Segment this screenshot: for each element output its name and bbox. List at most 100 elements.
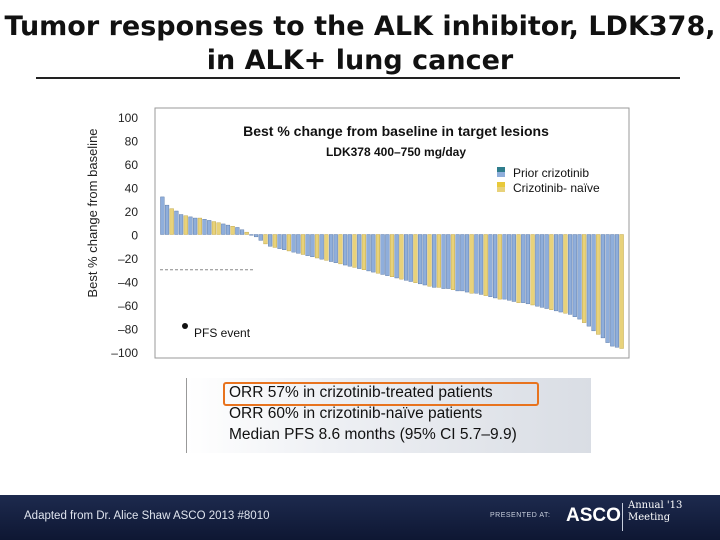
bar (160, 196, 165, 235)
bar (502, 234, 507, 300)
bar (408, 234, 413, 282)
bar (469, 234, 474, 294)
bar (436, 234, 441, 288)
bar (300, 234, 306, 255)
bar (235, 227, 240, 235)
bar (179, 214, 184, 235)
y-tick-label: 20 (125, 205, 139, 219)
bar (193, 217, 198, 235)
slide-title-line1: Tumor responses to the ALK inhibitor, LD… (4, 11, 716, 42)
bar (544, 234, 549, 309)
bar (493, 234, 498, 299)
bar (619, 234, 624, 349)
slide-title-line2: in ALK+ lung cancer (206, 45, 514, 76)
annual-meeting-line2: Meeting (628, 512, 671, 523)
bar (478, 234, 484, 295)
bar (333, 234, 338, 263)
bar (239, 229, 245, 235)
y-tick-label: 80 (125, 135, 139, 149)
bar (343, 234, 348, 266)
chart-subtitle: LDK378 400–750 mg/day (326, 145, 466, 159)
pfs-event-marker (182, 323, 188, 329)
summary-line-median-pfs: Median PFS 8.6 months (95% CI 5.7–9.9) (229, 426, 517, 443)
chart-legend: Prior crizotinib Crizotinib- naïve (497, 166, 600, 195)
legend-label-prior: Prior crizotinib (513, 166, 589, 180)
bar (324, 234, 329, 261)
bar (211, 221, 216, 235)
bar (450, 234, 455, 290)
bar (394, 234, 399, 279)
bar (507, 234, 512, 301)
legend-swatch-prior-bottom (497, 172, 505, 177)
bar (572, 234, 577, 317)
bar (338, 234, 343, 265)
bar (361, 234, 366, 270)
slide-title: Tumor responses to the ALK inhibitor, LD… (0, 10, 720, 78)
y-tick-label: 0 (131, 229, 138, 243)
bar (582, 234, 587, 323)
bar (600, 234, 605, 339)
bar (183, 215, 188, 235)
bar (497, 234, 502, 300)
title-divider (36, 77, 680, 79)
bar (268, 234, 273, 247)
bar (418, 234, 423, 285)
bar (511, 234, 516, 302)
summary-box: ORR 57% in crizotinib-treated patients O… (186, 378, 591, 453)
bar (549, 234, 554, 310)
y-tick-label: 100 (118, 111, 138, 125)
chart-title: Best % change from baseline in target le… (243, 123, 549, 139)
bar (596, 234, 601, 335)
y-tick-label: –20 (118, 252, 138, 266)
bar (563, 234, 568, 314)
annual-meeting-line1: Annual '13 (628, 500, 683, 511)
presented-at-label: PRESENTED AT: (490, 512, 551, 519)
asco-logo: ASCO (566, 505, 621, 526)
bar (296, 234, 301, 254)
y-tick-label: 40 (125, 182, 139, 196)
bar (586, 234, 591, 327)
bar (216, 222, 221, 235)
bar (446, 234, 451, 289)
bar (521, 234, 526, 303)
bar (530, 234, 535, 306)
y-tick-label: –100 (111, 346, 138, 360)
bar (305, 234, 310, 256)
bar (380, 234, 385, 275)
footer-bar: Adapted from Dr. Alice Shaw ASCO 2013 #8… (0, 495, 720, 540)
y-tick-label: –60 (118, 299, 138, 313)
bar (263, 234, 268, 245)
logo-divider (622, 503, 623, 531)
summary-line-orr-treated: ORR 57% in crizotinib-treated patients (229, 384, 493, 401)
bar (174, 210, 179, 235)
bar (539, 234, 545, 308)
bar (249, 234, 254, 236)
bar (605, 234, 610, 343)
bar (169, 208, 174, 235)
bar (614, 234, 620, 348)
highlight-frame (223, 382, 539, 406)
bar (488, 234, 493, 297)
bar (441, 234, 446, 289)
bar (272, 234, 277, 248)
bar (310, 234, 315, 258)
legend-label-naive: Crizotinib- naïve (513, 181, 600, 195)
bar (483, 234, 488, 296)
bar (577, 234, 582, 320)
bar (422, 234, 427, 286)
bar (258, 234, 263, 241)
summary-line-orr-naive: ORR 60% in crizotinib-naïve patients (229, 405, 483, 422)
bar (558, 234, 563, 313)
bar (244, 231, 249, 235)
bar (460, 234, 465, 292)
bar (553, 234, 559, 312)
bar (516, 234, 521, 303)
bar (197, 217, 202, 235)
bar (371, 234, 376, 273)
bar (403, 234, 409, 281)
bar (389, 234, 395, 277)
bar (254, 234, 259, 238)
bar (230, 226, 235, 235)
bar (432, 234, 437, 288)
bar (375, 234, 381, 274)
